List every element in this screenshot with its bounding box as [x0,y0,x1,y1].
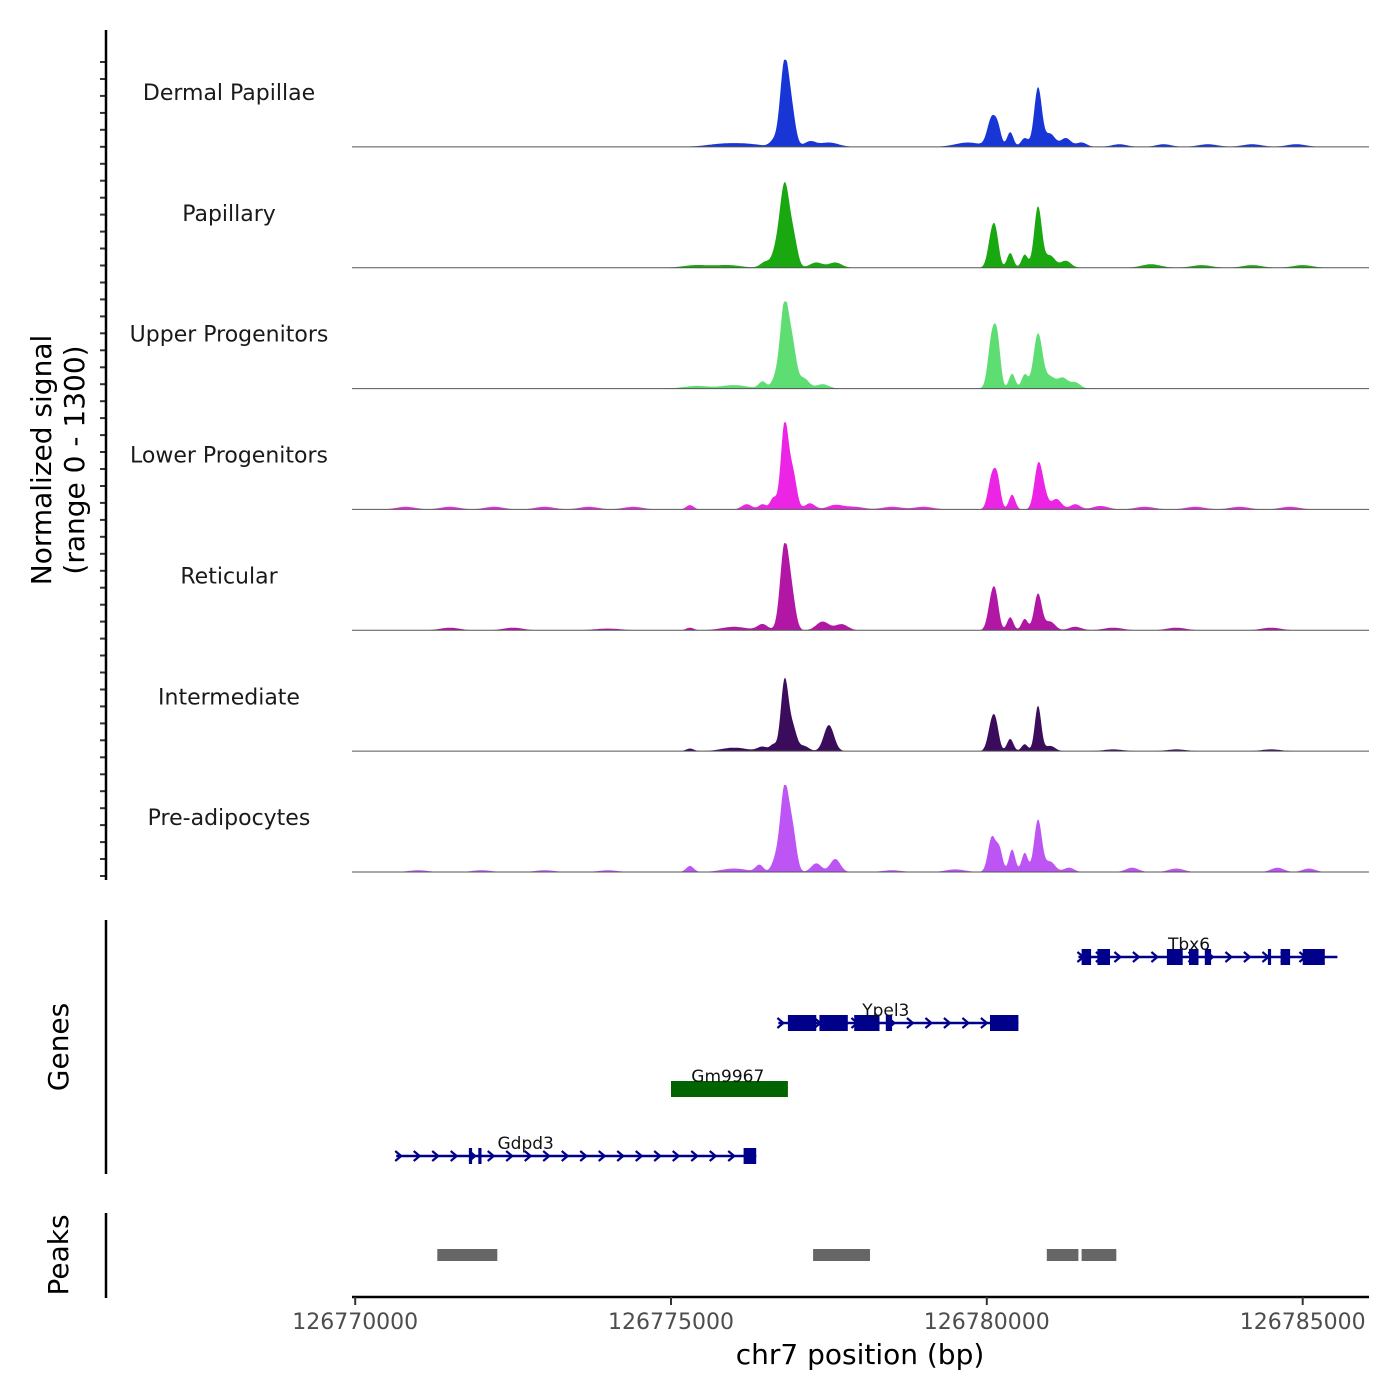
coverage-tracks: Dermal Papillae Papillary Upper Progenitor… [130,59,1369,873]
gene-label: Gm9967 [691,1067,764,1087]
gene-label: Gdpd3 [498,1134,554,1154]
gene-gm9967: Gm9967 [671,1067,788,1097]
strand-arrow-icon [634,1150,644,1162]
y-axis-title-line2: (range 0 - 1300) [58,345,91,574]
strand-arrow-icon [924,1017,934,1029]
strand-arrow-icon [1150,951,1160,963]
peak-region [437,1249,498,1261]
peaks-axis-title: Peaks [42,1214,75,1295]
strand-arrow-icon [671,1150,681,1162]
gene-label: Tbx6 [1167,935,1210,955]
strand-arrow-icon [523,1150,533,1162]
strand-arrow-icon [961,1017,971,1029]
track-pre-adipocytes: Pre-adipocytes [148,785,1369,873]
x-tick-label: 126775000 [608,1310,734,1335]
gene-gdpd3: Gdpd3 [394,1134,757,1164]
strand-arrow-icon [980,1017,989,1029]
strand-arrow-icon [616,1150,625,1162]
strand-arrow-icon [394,1150,403,1162]
track-label: Pre-adipocytes [148,806,311,831]
gene-exon [1081,949,1092,965]
track-papillary: Papillary [182,181,1369,269]
gene-exon [885,1015,893,1031]
track-label: Lower Progenitors [130,444,328,469]
peak-region-track [437,1249,1117,1261]
track-upper-progenitors: Upper Progenitors [130,301,1369,390]
peak-region [1046,1249,1079,1261]
y-axis-title-line1: Normalized signal [25,335,58,586]
strand-arrow-icon [906,1017,915,1029]
strand-arrow-icon [1224,951,1234,963]
strand-arrow-icon [776,1017,786,1029]
gene-label: Ypel3 [861,1001,909,1021]
gene-exon [1166,949,1183,965]
gene-exon [854,1015,880,1031]
track-label: Reticular [180,564,278,589]
strand-arrow-icon [597,1150,607,1162]
strand-arrow-icon [727,1150,736,1162]
track-label: Upper Progenitors [130,323,329,348]
track-reticular: Reticular [180,543,1369,631]
strand-arrow-icon [486,1150,496,1162]
gene-exon [990,1015,1019,1031]
peak-region [813,1249,870,1261]
strand-arrow-icon [690,1150,699,1162]
strand-arrow-icon [542,1150,551,1162]
strand-arrow-icon [653,1150,662,1162]
strand-arrow-icon [412,1150,422,1162]
x-tick-label: 126780000 [924,1310,1050,1335]
strand-arrow-icon [431,1150,440,1162]
gene-exon [468,1148,473,1164]
gene-exon [743,1148,757,1164]
strand-arrow-icon [708,1150,718,1162]
gene-exon [478,1148,482,1164]
gene-ypel3: Ypel3 [776,1001,1019,1031]
gene-exon [1204,949,1212,965]
gene-exon [1280,949,1291,965]
x-tick-label: 126785000 [1240,1310,1366,1335]
gene-exon [671,1081,788,1097]
gene-exon [787,1015,817,1031]
strand-arrow-icon [1243,951,1252,963]
strand-arrow-icon [579,1150,588,1162]
gene-exon [1097,949,1110,965]
track-label: Intermediate [158,685,300,710]
track-intermediate: Intermediate [158,677,1369,752]
gene-exon [819,1015,848,1031]
gene-exon [1302,949,1325,965]
strand-arrow-icon [1113,951,1123,963]
track-label: Dermal Papillae [143,81,315,106]
x-axis-title: chr7 position (bp) [736,1338,985,1371]
peak-region [1081,1249,1117,1261]
strand-arrow-icon [449,1150,459,1162]
x-tick-label: 126770000 [292,1310,418,1335]
strand-arrow-icon [560,1150,570,1162]
gene-exon [1189,949,1199,965]
gene-annotation-track: Tbx6 Ypel3 Gm9967 Gdpd3 [394,935,1338,1164]
track-dermal-papillae: Dermal Papillae [143,59,1369,148]
gene-exon [1267,949,1272,965]
genes-axis-title: Genes [42,1003,75,1091]
strand-arrow-icon [1132,951,1141,963]
strand-arrow-icon [505,1150,514,1162]
track-label: Papillary [182,202,276,227]
track-lower-progenitors: Lower Progenitors [130,422,1369,510]
gene-tbx6: Tbx6 [1076,935,1338,965]
x-axis-ticks: 126770000 126775000 126780000 126785000 [292,1297,1366,1335]
strand-arrow-icon [943,1017,952,1029]
